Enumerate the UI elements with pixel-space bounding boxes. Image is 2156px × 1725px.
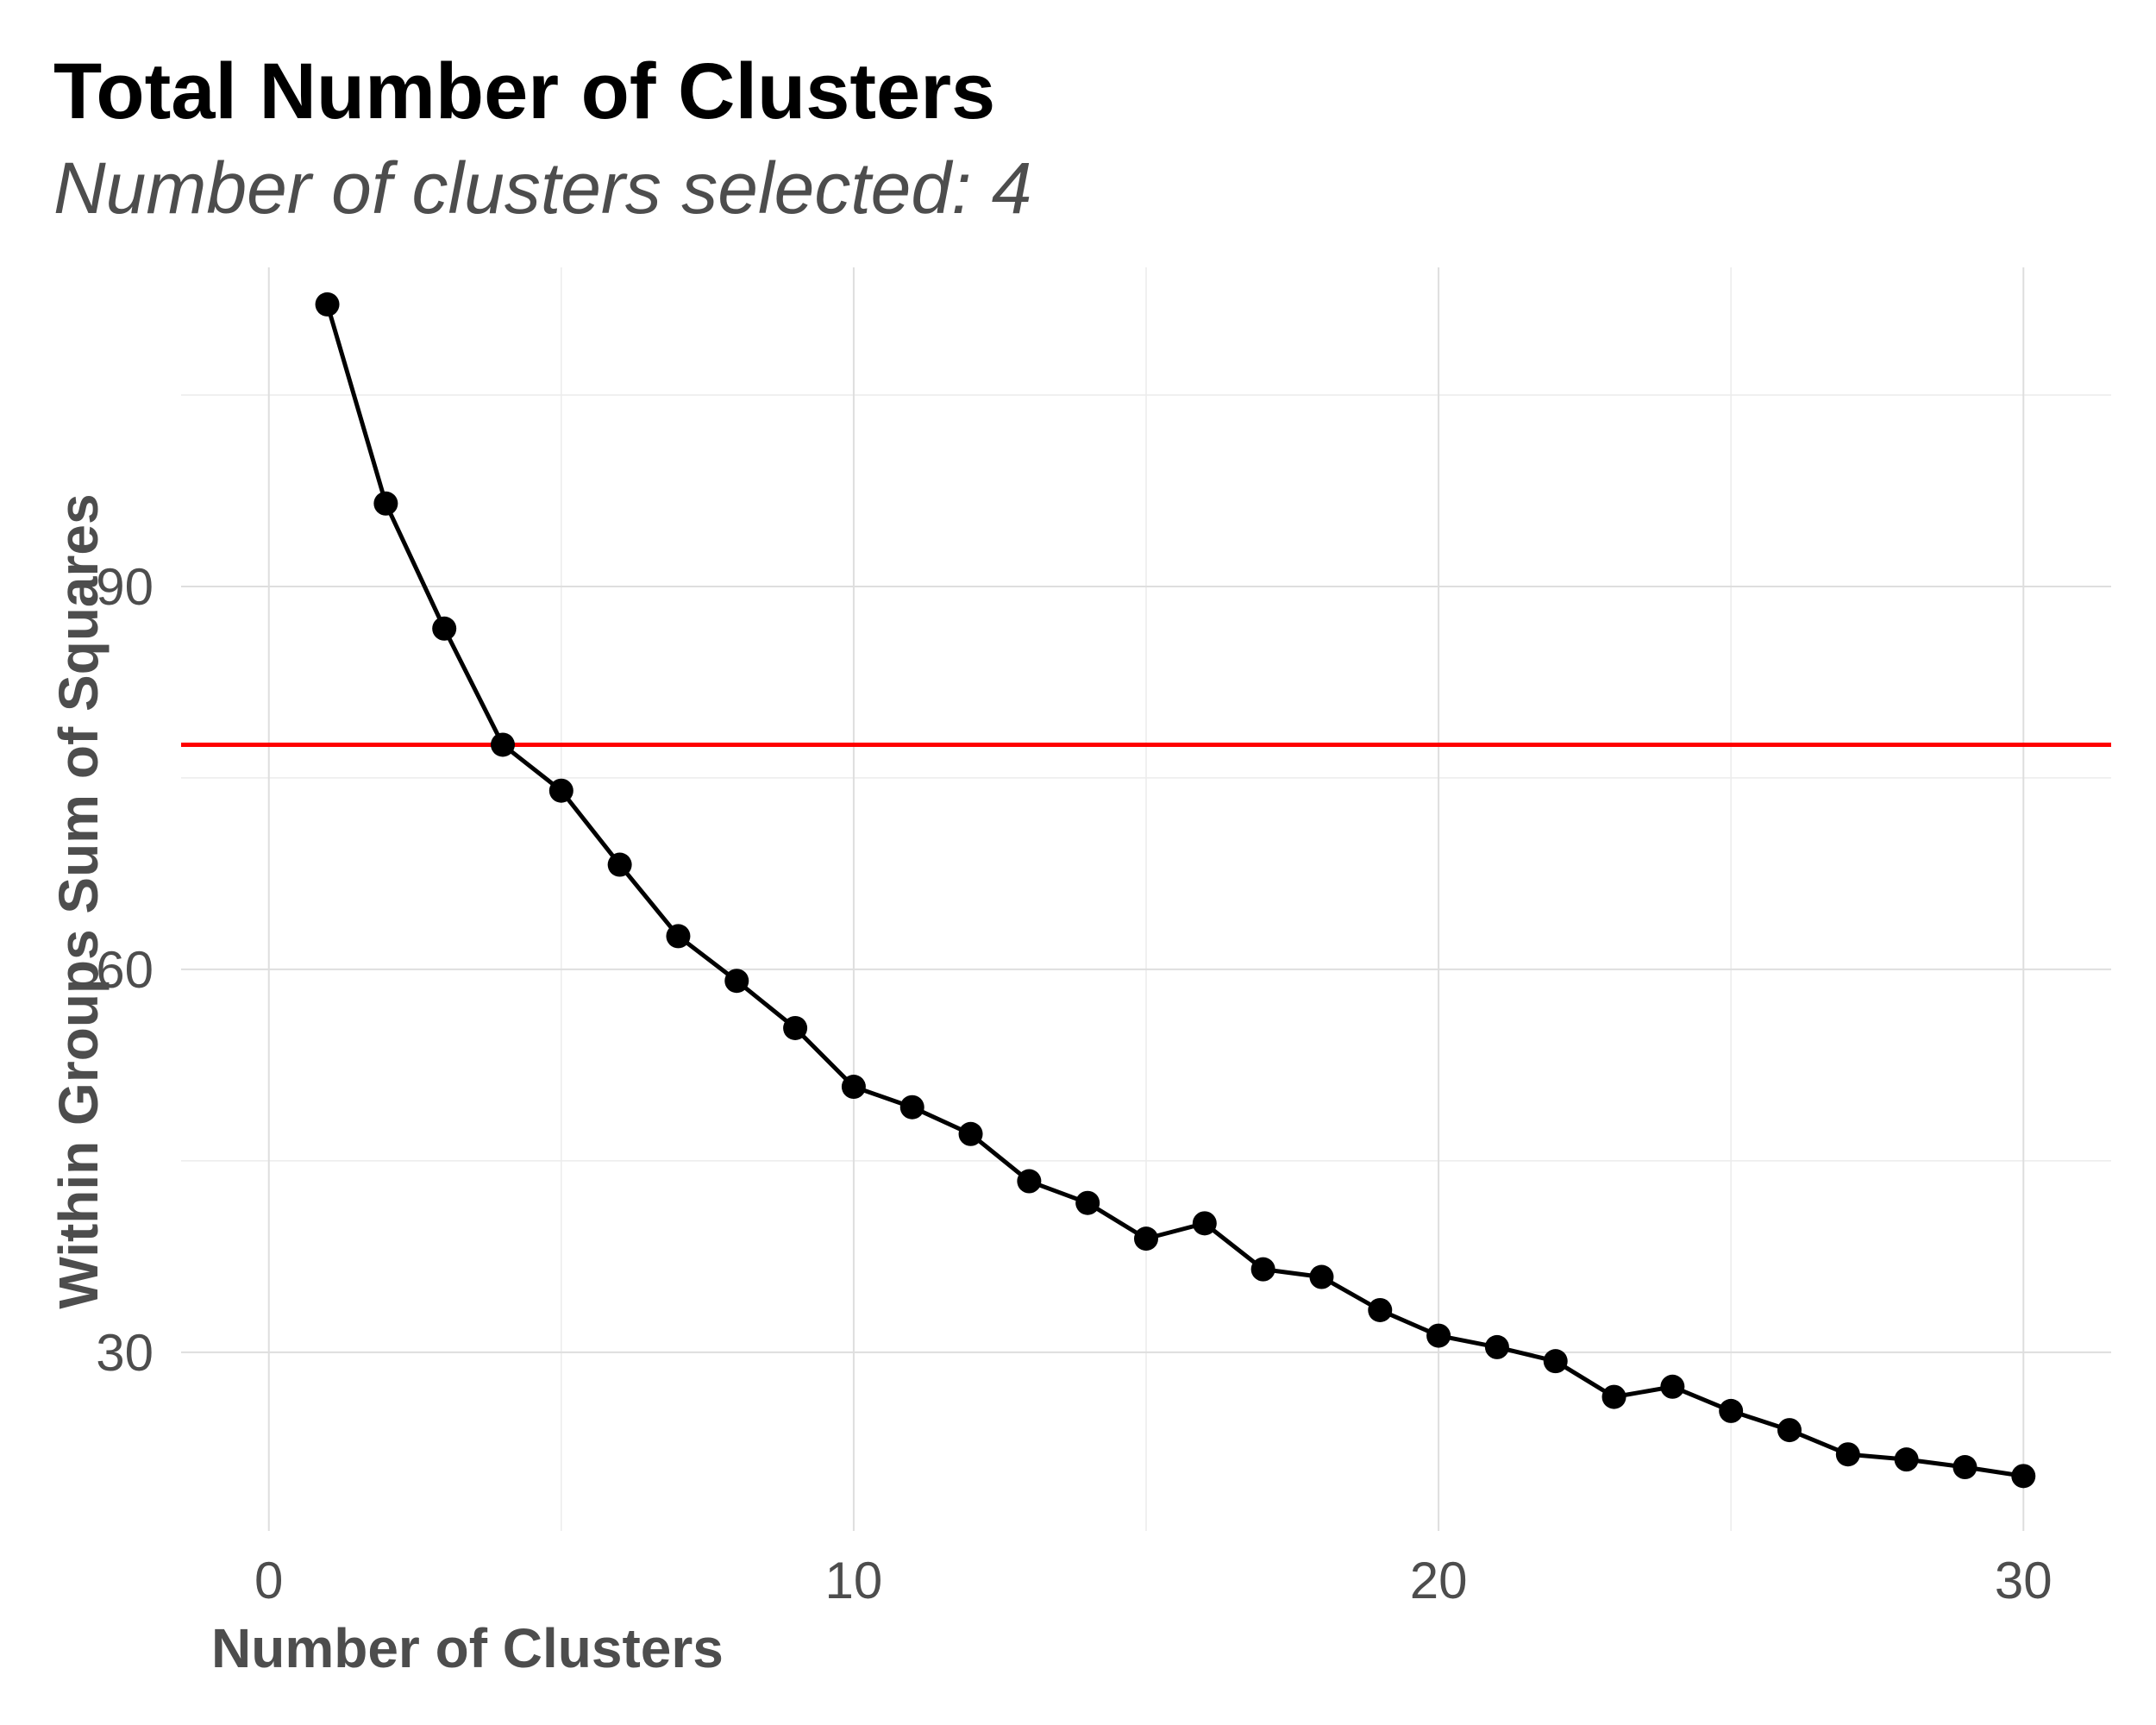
x-axis-ticks: 0 10 20 30 (254, 1552, 2053, 1609)
x-axis-title: Number of Clusters (211, 1617, 724, 1679)
data-point (1543, 1349, 1568, 1374)
x-tick-label: 0 (254, 1552, 283, 1609)
x-tick-label: 30 (1995, 1552, 2053, 1609)
data-point (1134, 1226, 1158, 1251)
data-point (958, 1121, 983, 1146)
y-tick-label: 30 (96, 1324, 154, 1382)
data-point (607, 852, 632, 877)
data-point (1309, 1264, 1334, 1289)
data-point (491, 732, 515, 757)
data-point (432, 616, 457, 641)
data-point (1017, 1169, 1042, 1194)
major-gridlines (181, 267, 2111, 1531)
data-point (373, 491, 398, 516)
data-point (1426, 1323, 1451, 1348)
data-point (899, 1095, 924, 1120)
data-point (1777, 1418, 1802, 1443)
data-point (315, 292, 340, 317)
y-tick-label: 90 (96, 558, 154, 616)
y-axis-ticks: 30 60 90 (96, 558, 154, 1382)
data-point (1952, 1455, 1977, 1480)
data-point (548, 778, 573, 803)
data-point (1192, 1211, 1217, 1236)
data-point (1601, 1384, 1626, 1409)
y-tick-label: 60 (96, 941, 154, 999)
data-point (783, 1015, 808, 1040)
chart-subtitle: Number of clusters selected: 4 (53, 147, 1032, 229)
data-point (1835, 1442, 1860, 1467)
series-layer (315, 292, 2036, 1489)
chart-title: Total Number of Clusters (53, 47, 995, 135)
series-line (325, 304, 2024, 1478)
data-point (1894, 1447, 1919, 1472)
data-point (1484, 1334, 1509, 1359)
data-point (1719, 1398, 1744, 1423)
data-point (1660, 1374, 1685, 1399)
data-point (2011, 1464, 2036, 1489)
x-tick-label: 10 (825, 1552, 883, 1609)
data-point (724, 969, 749, 994)
data-point (1250, 1257, 1275, 1282)
minor-gridlines (181, 267, 2111, 1531)
y-axis-title: Within Groups Sum of Squares (47, 493, 110, 1308)
data-point (1368, 1297, 1393, 1322)
x-tick-label: 20 (1410, 1552, 1468, 1609)
data-point (841, 1075, 866, 1100)
data-point (1075, 1190, 1100, 1215)
data-point (666, 924, 691, 949)
